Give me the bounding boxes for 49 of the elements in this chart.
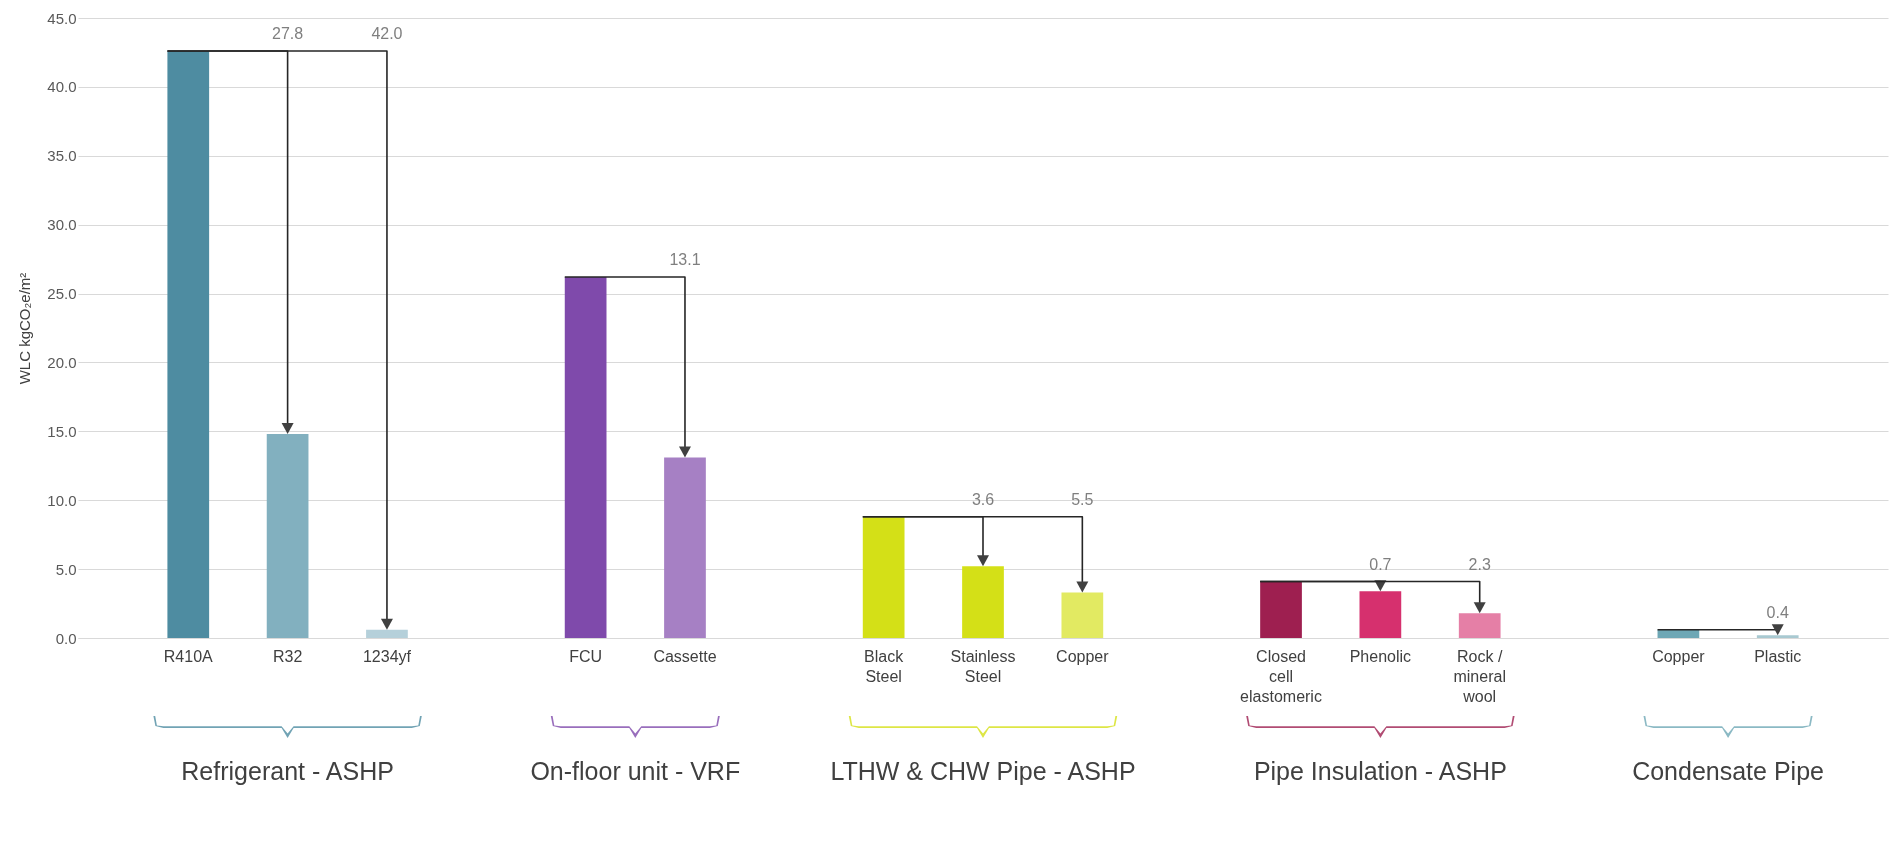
x-tick-label: R32: [272, 647, 303, 665]
y-tick-label: 10.0: [47, 491, 77, 509]
annotation: 13.1: [669, 251, 701, 269]
y-axis-title: WLC kgCO₂e/m²: [16, 272, 34, 385]
x-tick-label: Phenolic: [1349, 647, 1412, 665]
bar: [1061, 592, 1104, 638]
annotation: 0.4: [1766, 603, 1789, 621]
x-tick-label: Copper: [1056, 647, 1110, 665]
y-tick-label: 25.0: [47, 285, 77, 303]
annotation: 0.7: [1369, 555, 1392, 573]
x-tick-label: Closed cell elastomeric: [1240, 647, 1322, 705]
text: Refrigerant - ASHP: [181, 757, 394, 785]
bar: [167, 51, 210, 638]
y-tick-label: 30.0: [47, 216, 77, 234]
x-tick-label: Black Steel: [864, 647, 905, 685]
x-tick-label: Rock / mineral wool: [1453, 647, 1506, 705]
bar: [1458, 613, 1501, 638]
y-tick-label: 15.0: [47, 422, 77, 440]
x-tick-label: Cassette: [653, 647, 717, 665]
bar: [1756, 635, 1799, 638]
y-tick-label: 35.0: [47, 147, 77, 165]
annotation: 2.3: [1468, 555, 1491, 573]
text: LTHW & CHW Pipe - ASHP: [830, 757, 1136, 785]
text: Pipe Insulation - ASHP: [1253, 757, 1507, 785]
annotation: 5.5: [1071, 490, 1094, 508]
x-tick-label: 1234yf: [362, 647, 412, 665]
x-tick-label: Copper: [1652, 647, 1706, 665]
bar: [862, 516, 905, 638]
y-tick-label: 0.0: [55, 629, 77, 647]
text: Condensate Pipe: [1632, 757, 1824, 785]
bar: [962, 566, 1004, 638]
annotation: 3.6: [971, 490, 995, 508]
bar: [366, 629, 408, 638]
x-tick-label: R410A: [163, 647, 214, 665]
annotation: 27.8: [272, 25, 304, 43]
bar: [266, 434, 309, 638]
x-tick-label: Stainless Steel: [950, 647, 1016, 685]
x-tick-label: FCU: [569, 647, 603, 665]
bar: [564, 277, 607, 638]
y-tick-label: 40.0: [47, 78, 77, 96]
x-tick-label: Plastic: [1754, 647, 1802, 665]
text: On-floor unit - VRF: [530, 757, 741, 785]
bar: [1260, 581, 1302, 638]
y-tick-label: 45.0: [47, 9, 77, 27]
annotation: 42.0: [371, 25, 403, 43]
y-tick-label: 20.0: [47, 353, 77, 371]
bar: [1359, 591, 1402, 638]
y-tick-label: 5.0: [55, 560, 77, 578]
bar: [664, 457, 706, 638]
